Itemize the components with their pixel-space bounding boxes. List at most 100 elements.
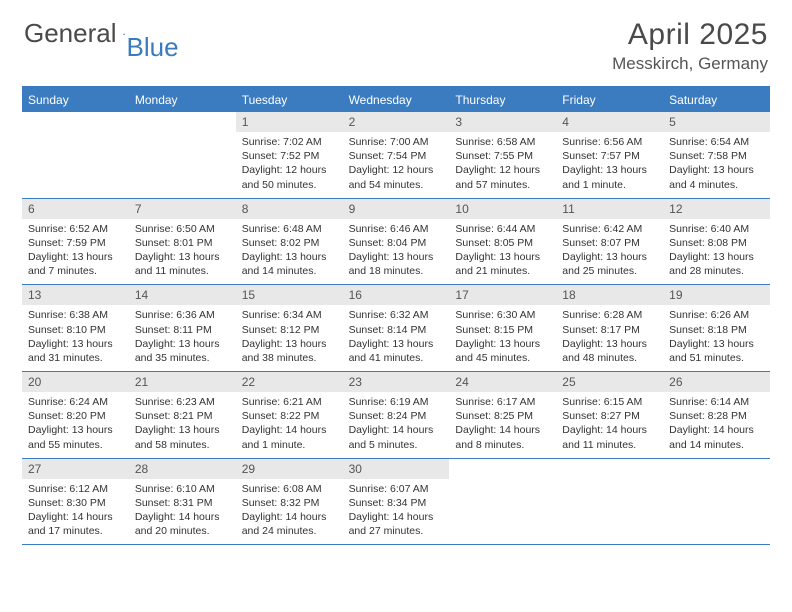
weekday-header: Monday [129, 88, 236, 112]
day-cell: 28Sunrise: 6:10 AMSunset: 8:31 PMDayligh… [129, 459, 236, 545]
day-number: 28 [129, 459, 236, 479]
logo-sail-icon [123, 23, 125, 45]
day-info: Sunrise: 6:21 AMSunset: 8:22 PMDaylight:… [236, 392, 343, 458]
day-cell: 9Sunrise: 6:46 AMSunset: 8:04 PMDaylight… [343, 199, 450, 285]
day-info: Sunrise: 6:42 AMSunset: 8:07 PMDaylight:… [556, 219, 663, 285]
location: Messkirch, Germany [612, 54, 768, 74]
day-number: 21 [129, 372, 236, 392]
day-number: 23 [343, 372, 450, 392]
week-row: 27Sunrise: 6:12 AMSunset: 8:30 PMDayligh… [22, 459, 770, 546]
weekday-row: SundayMondayTuesdayWednesdayThursdayFrid… [22, 88, 770, 112]
day-number: 5 [663, 112, 770, 132]
day-cell: 12Sunrise: 6:40 AMSunset: 8:08 PMDayligh… [663, 199, 770, 285]
day-info: Sunrise: 6:19 AMSunset: 8:24 PMDaylight:… [343, 392, 450, 458]
week-row: 1Sunrise: 7:02 AMSunset: 7:52 PMDaylight… [22, 112, 770, 199]
day-cell: 18Sunrise: 6:28 AMSunset: 8:17 PMDayligh… [556, 285, 663, 371]
logo-text-2: Blue [127, 32, 179, 63]
day-cell: 29Sunrise: 6:08 AMSunset: 8:32 PMDayligh… [236, 459, 343, 545]
day-number: 1 [236, 112, 343, 132]
day-cell [663, 459, 770, 545]
day-cell: 7Sunrise: 6:50 AMSunset: 8:01 PMDaylight… [129, 199, 236, 285]
weeks-container: 1Sunrise: 7:02 AMSunset: 7:52 PMDaylight… [22, 112, 770, 545]
day-number: 2 [343, 112, 450, 132]
weekday-header: Wednesday [343, 88, 450, 112]
day-info: Sunrise: 7:00 AMSunset: 7:54 PMDaylight:… [343, 132, 450, 198]
day-cell: 21Sunrise: 6:23 AMSunset: 8:21 PMDayligh… [129, 372, 236, 458]
week-row: 6Sunrise: 6:52 AMSunset: 7:59 PMDaylight… [22, 199, 770, 286]
day-number: 30 [343, 459, 450, 479]
week-row: 13Sunrise: 6:38 AMSunset: 8:10 PMDayligh… [22, 285, 770, 372]
day-cell [129, 112, 236, 198]
day-cell: 24Sunrise: 6:17 AMSunset: 8:25 PMDayligh… [449, 372, 556, 458]
day-number: 26 [663, 372, 770, 392]
day-cell: 11Sunrise: 6:42 AMSunset: 8:07 PMDayligh… [556, 199, 663, 285]
day-cell [22, 112, 129, 198]
weekday-header: Friday [556, 88, 663, 112]
day-number: 14 [129, 285, 236, 305]
day-info: Sunrise: 6:38 AMSunset: 8:10 PMDaylight:… [22, 305, 129, 371]
day-cell: 26Sunrise: 6:14 AMSunset: 8:28 PMDayligh… [663, 372, 770, 458]
day-info: Sunrise: 6:54 AMSunset: 7:58 PMDaylight:… [663, 132, 770, 198]
day-info: Sunrise: 6:30 AMSunset: 8:15 PMDaylight:… [449, 305, 556, 371]
day-info: Sunrise: 7:02 AMSunset: 7:52 PMDaylight:… [236, 132, 343, 198]
day-number: 7 [129, 199, 236, 219]
day-cell: 15Sunrise: 6:34 AMSunset: 8:12 PMDayligh… [236, 285, 343, 371]
day-cell: 19Sunrise: 6:26 AMSunset: 8:18 PMDayligh… [663, 285, 770, 371]
day-cell: 8Sunrise: 6:48 AMSunset: 8:02 PMDaylight… [236, 199, 343, 285]
day-number: 10 [449, 199, 556, 219]
day-cell: 1Sunrise: 7:02 AMSunset: 7:52 PMDaylight… [236, 112, 343, 198]
day-info: Sunrise: 6:10 AMSunset: 8:31 PMDaylight:… [129, 479, 236, 545]
day-info: Sunrise: 6:46 AMSunset: 8:04 PMDaylight:… [343, 219, 450, 285]
logo-text-1: General [24, 18, 117, 49]
logo: General Blue [24, 18, 205, 49]
day-info: Sunrise: 6:23 AMSunset: 8:21 PMDaylight:… [129, 392, 236, 458]
day-info: Sunrise: 6:14 AMSunset: 8:28 PMDaylight:… [663, 392, 770, 458]
day-info: Sunrise: 6:28 AMSunset: 8:17 PMDaylight:… [556, 305, 663, 371]
day-number: 15 [236, 285, 343, 305]
month-title: April 2025 [612, 18, 768, 52]
day-number: 19 [663, 285, 770, 305]
day-info: Sunrise: 6:44 AMSunset: 8:05 PMDaylight:… [449, 219, 556, 285]
day-number: 27 [22, 459, 129, 479]
title-block: April 2025 Messkirch, Germany [612, 18, 768, 74]
day-info: Sunrise: 6:07 AMSunset: 8:34 PMDaylight:… [343, 479, 450, 545]
day-cell: 6Sunrise: 6:52 AMSunset: 7:59 PMDaylight… [22, 199, 129, 285]
day-cell [556, 459, 663, 545]
day-cell: 14Sunrise: 6:36 AMSunset: 8:11 PMDayligh… [129, 285, 236, 371]
day-cell: 13Sunrise: 6:38 AMSunset: 8:10 PMDayligh… [22, 285, 129, 371]
day-cell: 23Sunrise: 6:19 AMSunset: 8:24 PMDayligh… [343, 372, 450, 458]
day-info: Sunrise: 6:36 AMSunset: 8:11 PMDaylight:… [129, 305, 236, 371]
weekday-header: Saturday [663, 88, 770, 112]
day-number: 18 [556, 285, 663, 305]
day-number: 25 [556, 372, 663, 392]
day-cell: 30Sunrise: 6:07 AMSunset: 8:34 PMDayligh… [343, 459, 450, 545]
day-number: 13 [22, 285, 129, 305]
day-info: Sunrise: 6:48 AMSunset: 8:02 PMDaylight:… [236, 219, 343, 285]
header: General Blue April 2025 Messkirch, Germa… [0, 0, 792, 82]
day-info: Sunrise: 6:24 AMSunset: 8:20 PMDaylight:… [22, 392, 129, 458]
day-cell: 5Sunrise: 6:54 AMSunset: 7:58 PMDaylight… [663, 112, 770, 198]
day-number: 29 [236, 459, 343, 479]
calendar: SundayMondayTuesdayWednesdayThursdayFrid… [22, 86, 770, 545]
day-cell [449, 459, 556, 545]
day-number: 24 [449, 372, 556, 392]
day-info: Sunrise: 6:52 AMSunset: 7:59 PMDaylight:… [22, 219, 129, 285]
day-number: 20 [22, 372, 129, 392]
day-number: 12 [663, 199, 770, 219]
day-cell: 25Sunrise: 6:15 AMSunset: 8:27 PMDayligh… [556, 372, 663, 458]
day-cell: 4Sunrise: 6:56 AMSunset: 7:57 PMDaylight… [556, 112, 663, 198]
day-number: 22 [236, 372, 343, 392]
day-number: 17 [449, 285, 556, 305]
day-info: Sunrise: 6:56 AMSunset: 7:57 PMDaylight:… [556, 132, 663, 198]
day-number: 3 [449, 112, 556, 132]
day-info: Sunrise: 6:08 AMSunset: 8:32 PMDaylight:… [236, 479, 343, 545]
day-info: Sunrise: 6:32 AMSunset: 8:14 PMDaylight:… [343, 305, 450, 371]
day-cell: 17Sunrise: 6:30 AMSunset: 8:15 PMDayligh… [449, 285, 556, 371]
day-info: Sunrise: 6:12 AMSunset: 8:30 PMDaylight:… [22, 479, 129, 545]
day-info: Sunrise: 6:17 AMSunset: 8:25 PMDaylight:… [449, 392, 556, 458]
day-cell: 27Sunrise: 6:12 AMSunset: 8:30 PMDayligh… [22, 459, 129, 545]
day-number: 16 [343, 285, 450, 305]
day-cell: 16Sunrise: 6:32 AMSunset: 8:14 PMDayligh… [343, 285, 450, 371]
day-number: 8 [236, 199, 343, 219]
day-number: 6 [22, 199, 129, 219]
